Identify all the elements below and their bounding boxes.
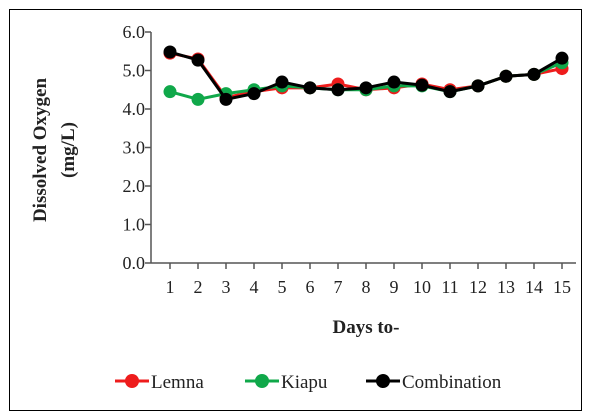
- data-point-combination: [303, 81, 317, 95]
- data-point-combination: [415, 78, 429, 92]
- x-axis-label: Days to-: [332, 317, 399, 338]
- data-point-combination: [247, 87, 261, 101]
- series-combination: [163, 45, 569, 106]
- x-tick-label: 9: [390, 277, 399, 297]
- legend-swatch-marker: [376, 374, 390, 388]
- legend-swatch-marker: [255, 374, 269, 388]
- x-tick-label: 14: [525, 277, 543, 297]
- y-tick-label: 4.0: [123, 99, 146, 119]
- x-tick-label: 10: [413, 277, 431, 297]
- y-tick-label: 1.0: [123, 215, 146, 235]
- y-tick-label: 2.0: [123, 176, 146, 196]
- legend-label: Kiapu: [281, 372, 328, 393]
- legend-item-combination: Combination: [366, 372, 502, 393]
- chart-frame: [9, 9, 582, 411]
- legend-label: Combination: [402, 372, 502, 393]
- data-point-combination: [555, 51, 569, 65]
- x-tick-label: 7: [334, 277, 343, 297]
- data-point-combination: [331, 83, 345, 97]
- x-tick-label: 12: [469, 277, 487, 297]
- data-point-kiapu: [191, 92, 205, 106]
- y-tick-label: 6.0: [123, 22, 146, 42]
- x-tick-label: 6: [306, 277, 315, 297]
- data-point-combination: [359, 81, 373, 95]
- data-point-combination: [471, 79, 485, 93]
- x-tick-label: 15: [553, 277, 571, 297]
- data-point-combination: [443, 85, 457, 99]
- data-point-combination: [499, 69, 513, 83]
- y-tick-label: 0.0: [123, 253, 146, 273]
- data-point-combination: [163, 45, 177, 59]
- legend-item-kiapu: Kiapu: [245, 372, 328, 393]
- legend-label: Lemna: [151, 372, 204, 393]
- data-point-combination: [387, 75, 401, 89]
- y-tick-label: 5.0: [123, 61, 146, 81]
- x-tick-label: 8: [362, 277, 371, 297]
- data-point-combination: [191, 53, 205, 67]
- legend-item-lemna: Lemna: [115, 372, 204, 393]
- x-tick-label: 4: [250, 277, 259, 297]
- y-axis-label-line-2: (mg/L): [58, 122, 79, 178]
- data-point-kiapu: [163, 85, 177, 99]
- data-point-combination: [275, 75, 289, 89]
- legend: Lemna Kiapu Combination: [115, 372, 502, 393]
- x-tick-label: 5: [278, 277, 287, 297]
- y-tick-label: 3.0: [123, 138, 146, 158]
- x-tick-label: 3: [222, 277, 231, 297]
- x-tick-label: 13: [497, 277, 515, 297]
- x-tick-label: 11: [441, 277, 458, 297]
- data-point-combination: [219, 92, 233, 106]
- x-tick-label: 1: [166, 277, 175, 297]
- legend-swatch-marker: [125, 374, 139, 388]
- y-axis-label: Dissolved Oxygen (mg/L): [30, 78, 79, 223]
- x-tick-label: 2: [194, 277, 203, 297]
- y-axis-label-line-1: Dissolved Oxygen: [30, 78, 51, 223]
- data-point-combination: [527, 67, 541, 81]
